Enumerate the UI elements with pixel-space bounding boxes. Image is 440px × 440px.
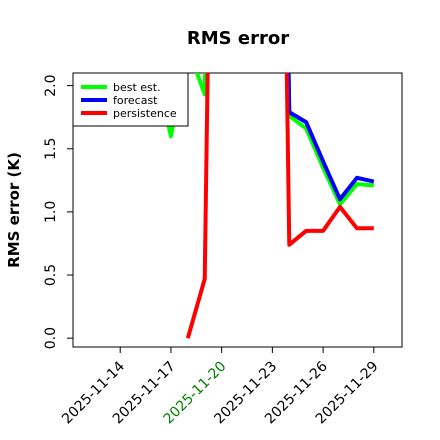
plot-frame [72,72,403,348]
plot-lines [154,73,375,339]
y-tick-label: 2.0 [43,74,59,96]
series-line [286,73,375,202]
y-tick-label: 0.0 [43,327,59,349]
series-line [185,73,374,339]
y-tick-label: 1.0 [43,201,59,223]
legend-label: best est. [113,81,161,94]
y-tick-label: 0.5 [43,264,59,286]
y-axis-label: RMS error (K) [5,152,23,268]
legend-label: persistence [113,107,177,120]
y-tick-label: 1.5 [43,138,59,160]
series-line [154,73,374,207]
legend-label: forecast [113,94,158,107]
chart-title: RMS error [187,28,289,49]
